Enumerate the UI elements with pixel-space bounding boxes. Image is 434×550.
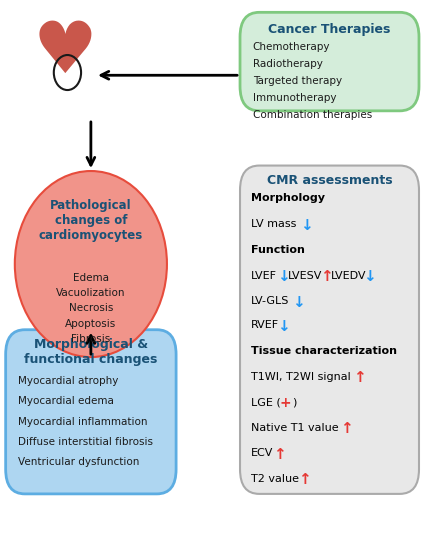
- Text: Ventricular dysfunction: Ventricular dysfunction: [18, 457, 139, 467]
- Text: Myocardial atrophy: Myocardial atrophy: [18, 376, 118, 386]
- Text: Myocardial inflammation: Myocardial inflammation: [18, 417, 148, 427]
- Text: ↓: ↓: [276, 269, 289, 284]
- Text: ↓: ↓: [362, 269, 375, 284]
- Text: Diffuse interstitial fibrosis: Diffuse interstitial fibrosis: [18, 437, 153, 447]
- Text: ↑: ↑: [339, 421, 352, 436]
- Text: ECV: ECV: [250, 448, 273, 458]
- Text: T2 value: T2 value: [250, 474, 298, 484]
- Text: CMR assessments: CMR assessments: [266, 174, 391, 187]
- Text: Cancer Therapies: Cancer Therapies: [268, 23, 390, 36]
- Text: Vacuolization: Vacuolization: [56, 288, 125, 298]
- Text: Morphology: Morphology: [250, 193, 324, 203]
- Text: Chemotherapy: Chemotherapy: [252, 42, 329, 52]
- Text: Necrosis: Necrosis: [69, 304, 113, 313]
- Text: Targeted therapy: Targeted therapy: [252, 76, 341, 86]
- Text: ↑: ↑: [352, 370, 365, 385]
- Text: ♥: ♥: [33, 19, 98, 88]
- FancyBboxPatch shape: [240, 12, 418, 111]
- Text: LV mass: LV mass: [250, 219, 299, 229]
- Text: Immunotherapy: Immunotherapy: [252, 94, 335, 103]
- Text: LVESV: LVESV: [287, 271, 322, 281]
- Text: Native T1 value: Native T1 value: [250, 423, 338, 433]
- Text: Edema: Edema: [73, 273, 108, 283]
- Text: Apoptosis: Apoptosis: [65, 318, 116, 329]
- FancyBboxPatch shape: [240, 166, 418, 494]
- Ellipse shape: [15, 171, 167, 357]
- Text: Radiotherapy: Radiotherapy: [252, 59, 322, 69]
- Text: LVEF: LVEF: [250, 271, 276, 281]
- Text: +: +: [279, 396, 291, 410]
- Text: LGE (: LGE (: [250, 397, 280, 407]
- Text: Combination therapies: Combination therapies: [252, 111, 371, 120]
- FancyBboxPatch shape: [6, 329, 176, 494]
- Text: Myocardial edema: Myocardial edema: [18, 397, 114, 406]
- Text: T1WI, T2WI signal: T1WI, T2WI signal: [250, 372, 350, 382]
- Text: Fibrosis: Fibrosis: [71, 334, 110, 344]
- Text: Pathological
changes of
cardiomyocytes: Pathological changes of cardiomyocytes: [39, 199, 143, 242]
- Text: LVEDV: LVEDV: [330, 271, 365, 281]
- Text: Morphological &
functional changes: Morphological & functional changes: [24, 338, 157, 366]
- Text: ↑: ↑: [319, 269, 332, 284]
- Text: LV-GLS: LV-GLS: [250, 296, 288, 306]
- Text: ↓: ↓: [299, 218, 312, 233]
- Text: ↑: ↑: [272, 447, 285, 462]
- Text: ↓: ↓: [292, 294, 305, 310]
- Text: Function: Function: [250, 245, 304, 255]
- Text: RVEF: RVEF: [250, 321, 278, 331]
- Text: Tissue characterization: Tissue characterization: [250, 346, 396, 356]
- Text: ↑: ↑: [298, 472, 310, 487]
- Text: ): ): [292, 397, 296, 407]
- Text: ↓: ↓: [276, 319, 289, 334]
